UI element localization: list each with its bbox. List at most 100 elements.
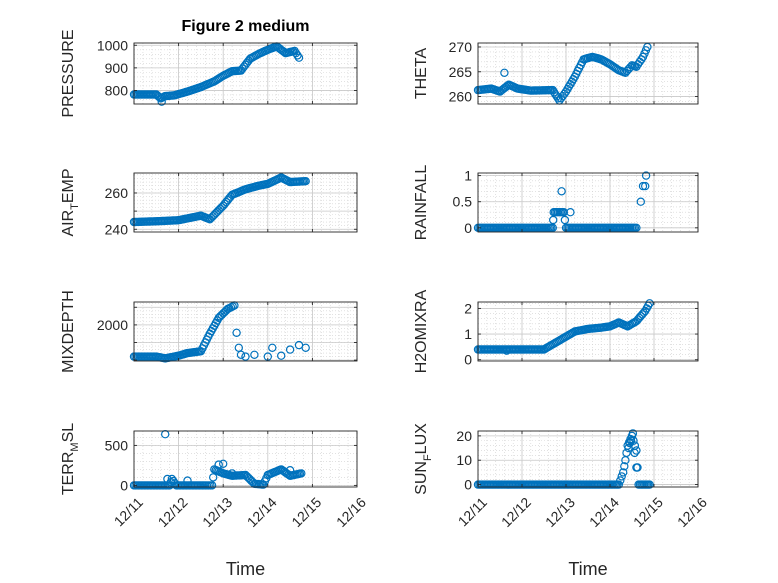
y-axis-label: TERRMSL <box>60 423 81 495</box>
data-point <box>232 328 241 337</box>
y-tick-label: 260 <box>105 185 129 201</box>
data-point <box>241 352 250 361</box>
x-tick-label: 12/15 <box>288 494 324 530</box>
data-point <box>641 171 651 180</box>
data-point <box>163 474 172 484</box>
tick-marks <box>477 43 699 104</box>
data-point <box>301 176 310 186</box>
y-tick-label: 1000 <box>97 37 128 53</box>
data-point <box>632 463 641 472</box>
y-tick-label: 0.5 <box>453 194 473 210</box>
data-point <box>553 94 563 103</box>
data-point <box>297 469 306 478</box>
data-point <box>632 446 641 455</box>
plot-area <box>478 431 698 487</box>
data-point <box>628 429 638 438</box>
subplot-3: 0 0.5 1 RAINFALL <box>413 165 699 241</box>
data-point <box>301 343 310 352</box>
data-point <box>645 299 654 308</box>
data-point <box>285 466 295 475</box>
y-tick-label: 0 <box>464 352 472 368</box>
y-axis-label: THETA <box>413 48 430 100</box>
tick-marks <box>477 431 699 487</box>
series-markers <box>129 173 310 227</box>
data-point <box>645 480 654 489</box>
subplot-1: 260 265 270 THETA <box>413 39 699 105</box>
plot-area <box>134 302 357 361</box>
axes-box <box>477 172 699 233</box>
tick-marks <box>477 173 699 232</box>
data-point <box>624 443 633 453</box>
data-point <box>549 87 559 97</box>
x-tick-label: 12/16 <box>333 494 369 530</box>
chart-title: Figure 2 medium <box>181 18 309 35</box>
axes-box <box>477 42 699 105</box>
data-point <box>560 215 570 225</box>
data-point <box>183 476 192 485</box>
data-point <box>245 475 255 484</box>
data-point <box>641 181 650 191</box>
data-point <box>548 85 558 95</box>
y-tick-label: 2 <box>464 300 472 316</box>
plot-area <box>478 43 698 104</box>
data-point <box>619 468 628 477</box>
axes-box <box>133 430 358 488</box>
y-tick-label: 240 <box>105 221 129 237</box>
y-tick-label: 0 <box>120 477 128 493</box>
y-tick-label: 260 <box>449 89 473 105</box>
axes-box <box>477 301 699 362</box>
data-point <box>632 223 641 232</box>
y-tick-label: 1 <box>464 168 472 184</box>
data-point <box>616 476 625 485</box>
y-tick-label: 500 <box>105 437 129 453</box>
y-axis-label: H2OMIXRA <box>413 289 430 373</box>
axes-box <box>133 172 358 233</box>
y-axis-label: RAINFALL <box>413 165 430 241</box>
series-markers <box>473 429 654 489</box>
x-tick-label: 12/12 <box>498 494 534 530</box>
series-markers <box>473 171 651 232</box>
x-tick-label: 12/14 <box>244 494 280 530</box>
x-axis-label: Time <box>568 559 607 579</box>
y-axis-label: PRESSURE <box>60 29 77 117</box>
tick-marks <box>133 173 358 232</box>
axes-box <box>477 430 699 488</box>
y-tick-label: 900 <box>105 60 129 76</box>
data-point <box>268 343 277 352</box>
series-markers <box>473 299 654 355</box>
x-tick-label: 12/12 <box>155 494 191 530</box>
y-tick-label: 800 <box>105 82 129 98</box>
data-point <box>502 346 511 355</box>
data-point <box>277 351 286 360</box>
data-point <box>617 472 626 481</box>
data-point <box>207 481 217 490</box>
data-point <box>549 215 558 225</box>
data-point <box>214 460 223 469</box>
data-point <box>500 68 509 78</box>
x-tick-label: 12/15 <box>630 494 666 530</box>
x-tick-label: 12/11 <box>455 494 491 530</box>
subplot-2: 240 260 AIRTEMP <box>60 168 358 237</box>
y-axis-label: AIRTEMP <box>60 168 81 236</box>
data-point <box>218 459 228 468</box>
data-point <box>285 345 295 354</box>
data-point <box>630 448 639 458</box>
data-point <box>614 480 624 489</box>
x-axis-label: Time <box>226 559 265 579</box>
subplot-0: 800 900 1000 PRESSURE Figure 2 medium <box>60 18 358 118</box>
data-point <box>548 223 558 232</box>
x-tick-label: 12/16 <box>674 494 710 530</box>
subplot-6: 0 500 12/11 12/12 12/13 12/14 12/15 12/16 Time TE… <box>60 423 369 579</box>
subplot-5: 0 1 2 H2OMIXRA <box>413 289 699 373</box>
data-point <box>236 350 246 359</box>
y-tick-label: 20 <box>456 428 472 444</box>
y-tick-label: 1 <box>464 326 472 342</box>
x-tick-label: 12/13 <box>542 494 578 530</box>
axes-box <box>133 301 358 362</box>
y-tick-label: 10 <box>456 452 472 468</box>
plot-area <box>478 173 698 232</box>
x-tick-label: 12/13 <box>199 494 235 530</box>
data-point <box>293 51 302 60</box>
x-tick-label: 12/11 <box>111 494 147 530</box>
